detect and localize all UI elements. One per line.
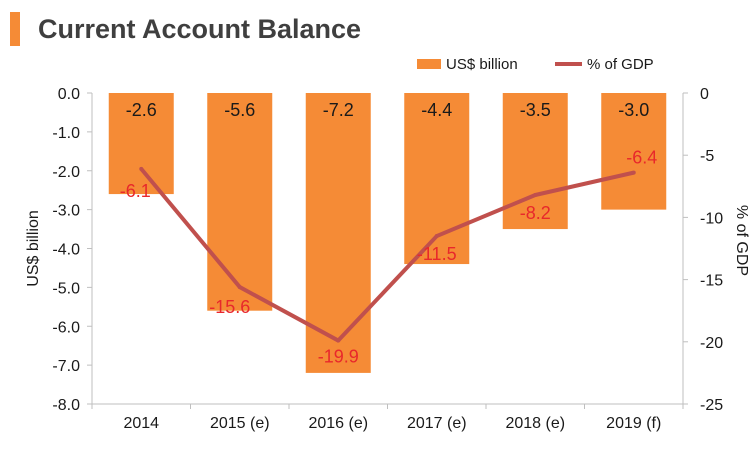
- gdp-data-label: -8.2: [520, 203, 551, 223]
- bar: [207, 93, 273, 311]
- bar: [305, 93, 371, 373]
- y2-tick-label: -5: [700, 148, 714, 165]
- y-axis-title: US$ billion: [25, 210, 42, 286]
- x-tick-label: 2016 (e): [308, 415, 368, 432]
- x-tick-label: 2019 (f): [606, 415, 661, 432]
- y2-tick-label: 0: [700, 86, 709, 103]
- gdp-point: [434, 234, 439, 239]
- y-tick-label: 0.0: [58, 86, 80, 103]
- gdp-data-label: -19.9: [318, 347, 359, 367]
- x-tick-label: 2017 (e): [407, 415, 467, 432]
- y2-tick-label: -25: [700, 397, 723, 414]
- legend-swatch-bar: [417, 59, 441, 69]
- y-tick-label: -1.0: [52, 125, 80, 142]
- y-tick-label: -3.0: [52, 203, 80, 220]
- gdp-data-label: -6.1: [120, 181, 151, 201]
- y2-axis-title: % of GDP: [733, 205, 750, 276]
- gdp-data-label: -6.4: [626, 148, 657, 168]
- bar-data-label: -2.6: [126, 100, 157, 120]
- x-tick-label: 2014: [123, 415, 159, 432]
- gdp-point: [533, 193, 538, 198]
- bar: [108, 93, 174, 195]
- bar: [502, 93, 568, 230]
- bar-data-label: -4.4: [421, 100, 452, 120]
- gdp-data-label: -11.5: [417, 244, 457, 264]
- legend-label-line: % of GDP: [587, 56, 654, 73]
- gdp-point: [237, 285, 242, 290]
- gdp-line: [139, 167, 635, 343]
- y2-tick-label: -20: [700, 335, 723, 352]
- gdp-point: [631, 170, 636, 175]
- y-tick-label: -7.0: [52, 358, 80, 375]
- y2-tick-label: -10: [700, 210, 723, 227]
- title-accent-bar: [10, 12, 20, 46]
- gdp-data-label: -15.6: [209, 297, 250, 317]
- legend-label-bar: US$ billion: [446, 56, 518, 73]
- bar-data-label: -3.0: [618, 100, 649, 120]
- x-tick-label: 2018 (e): [505, 415, 565, 432]
- bar: [601, 93, 667, 210]
- y-tick-label: -4.0: [52, 242, 80, 259]
- gdp-point: [139, 166, 144, 171]
- gdp-point: [336, 338, 341, 343]
- y-tick-label: -6.0: [52, 319, 80, 336]
- y-tick-label: -8.0: [52, 397, 80, 414]
- y-tick-label: -5.0: [52, 280, 80, 297]
- bar-data-label: -3.5: [520, 100, 551, 120]
- y2-tick-label: -15: [700, 273, 723, 290]
- bar-data-label: -7.2: [323, 100, 354, 120]
- y-tick-label: -2.0: [52, 164, 80, 181]
- x-tick-label: 2015 (e): [210, 415, 270, 432]
- bar-data-label: -5.6: [224, 100, 255, 120]
- chart-title: Current Account Balance: [38, 14, 362, 44]
